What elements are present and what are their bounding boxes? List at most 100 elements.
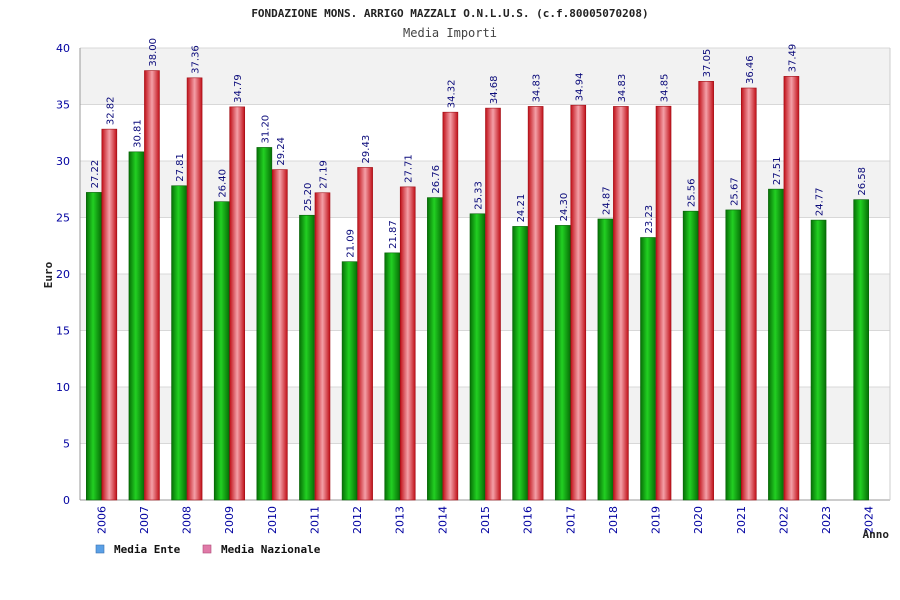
- x-tick-label: 2019: [650, 506, 663, 534]
- bar-data-label: 24.87: [601, 186, 612, 215]
- bar-data-label: 25.33: [474, 181, 485, 210]
- bar-data-label: 34.32: [446, 80, 457, 109]
- bar-media-ente: [725, 209, 742, 501]
- x-tick-label: 2018: [607, 506, 620, 534]
- bar-media-ente: [299, 214, 315, 501]
- bar-data-label: 32.82: [105, 96, 116, 125]
- x-tick-label: 2014: [436, 506, 449, 534]
- y-tick-label: 10: [56, 381, 70, 394]
- bar-data-label: 34.83: [532, 74, 543, 103]
- bar-media-nazionale: [783, 76, 800, 501]
- bar-media-ente: [768, 188, 784, 501]
- bar-data-label: 29.43: [361, 135, 372, 164]
- bar-data-label: 26.58: [857, 167, 868, 196]
- bar-data-label: 31.20: [260, 115, 271, 144]
- x-tick-label: 2012: [351, 506, 364, 534]
- bar-media-ente: [256, 147, 273, 501]
- chart-subtitle: Media Importi: [403, 26, 497, 40]
- bar-media-nazionale: [314, 192, 331, 501]
- bar-media-ente: [171, 185, 187, 501]
- bar-media-ente: [213, 201, 230, 501]
- bar-media-nazionale: [570, 104, 587, 501]
- bar-media-nazionale: [272, 169, 288, 501]
- bar-data-label: 27.81: [175, 153, 186, 182]
- bar-data-label: 37.05: [702, 49, 713, 78]
- x-tick-label: 2013: [394, 506, 407, 534]
- bar-data-label: 37.36: [191, 45, 202, 74]
- y-axis-label: Euro: [42, 261, 55, 288]
- bar-media-ente: [341, 261, 358, 501]
- bar-media-nazionale: [740, 87, 757, 501]
- bar-data-label: 24.30: [559, 193, 570, 222]
- y-tick-label: 15: [56, 325, 70, 338]
- bar-media-nazionale: [442, 111, 459, 501]
- legend: Media Ente Media Nazionale: [95, 543, 321, 556]
- bar-data-label: 27.71: [404, 154, 415, 183]
- x-tick-label: 2022: [777, 506, 790, 534]
- bar-data-label: 38.00: [148, 38, 159, 67]
- bar-media-nazionale: [399, 186, 416, 501]
- bar-data-label: 24.77: [815, 187, 826, 216]
- bar-media-ente: [853, 199, 869, 501]
- bar-media-ente: [128, 151, 145, 501]
- bar-media-ente: [384, 252, 401, 501]
- x-tick-label: 2011: [308, 506, 321, 534]
- bar-data-label: 34.83: [617, 74, 628, 103]
- bar-data-label: 26.76: [431, 165, 442, 194]
- bar-media-ente: [597, 218, 614, 501]
- bar-media-ente: [86, 192, 102, 501]
- y-tick-label: 0: [63, 494, 70, 507]
- x-tick-label: 2017: [564, 506, 577, 534]
- bar-media-nazionale: [655, 105, 672, 501]
- bar-media-nazionale: [698, 81, 714, 501]
- x-tick-label: 2010: [266, 506, 279, 534]
- legend-swatch-media-nazionale: [202, 544, 212, 554]
- bar-data-label: 25.56: [687, 179, 698, 208]
- bar-media-ente: [427, 197, 443, 501]
- y-tick-label: 35: [56, 99, 70, 112]
- y-tick-label: 30: [56, 155, 70, 168]
- x-tick-label: 2016: [522, 506, 535, 534]
- y-tick-label: 20: [56, 268, 70, 281]
- bar-data-label: 25.67: [729, 177, 740, 206]
- bar-data-label: 30.81: [132, 119, 143, 148]
- bar-media-nazionale: [613, 106, 629, 501]
- bar-data-label: 37.49: [787, 44, 798, 73]
- bar-media-ente: [810, 219, 827, 501]
- legend-label-media-ente: Media Ente: [114, 543, 181, 556]
- bar-media-nazionale: [357, 167, 373, 501]
- bar-data-label: 27.51: [772, 156, 783, 185]
- x-tick-label: 2023: [820, 506, 833, 534]
- x-tick-label: 2008: [181, 506, 194, 534]
- bar-data-label: 34.85: [660, 74, 671, 103]
- x-tick-label: 2015: [479, 506, 492, 534]
- bar-media-nazionale: [144, 70, 160, 501]
- x-tick-label: 2024: [863, 506, 876, 534]
- bar-data-label: 34.68: [489, 75, 500, 104]
- bar-data-label: 21.09: [346, 229, 357, 258]
- bar-media-ente: [682, 210, 699, 501]
- bar-media-nazionale: [229, 106, 246, 501]
- y-tick-label: 5: [63, 438, 70, 451]
- bar-data-label: 27.22: [90, 160, 101, 189]
- x-tick-label: 2006: [95, 506, 108, 534]
- bar-data-label: 34.94: [574, 73, 585, 102]
- x-tick-label: 2021: [735, 506, 748, 534]
- bar-media-ente: [512, 226, 528, 501]
- x-tick-label: 2009: [223, 506, 236, 534]
- x-tick-label: 2007: [138, 506, 151, 534]
- bar-data-label: 27.19: [318, 160, 329, 189]
- legend-label-media-nazionale: Media Nazionale: [221, 543, 321, 556]
- x-axis-label: Anno: [863, 528, 890, 541]
- chart-title: FONDAZIONE MONS. ARRIGO MAZZALI O.N.L.U.…: [251, 7, 648, 20]
- x-tick-label: 2020: [692, 506, 705, 534]
- bar-media-nazionale: [186, 77, 203, 501]
- bar-media-nazionale: [527, 106, 544, 501]
- bar-data-label: 34.79: [233, 74, 244, 103]
- bar-media-ente: [469, 213, 486, 501]
- bar-media-nazionale: [485, 107, 501, 501]
- legend-swatch-media-ente: [95, 544, 105, 554]
- bar-data-label: 25.20: [303, 183, 314, 212]
- bar-media-ente: [554, 225, 571, 501]
